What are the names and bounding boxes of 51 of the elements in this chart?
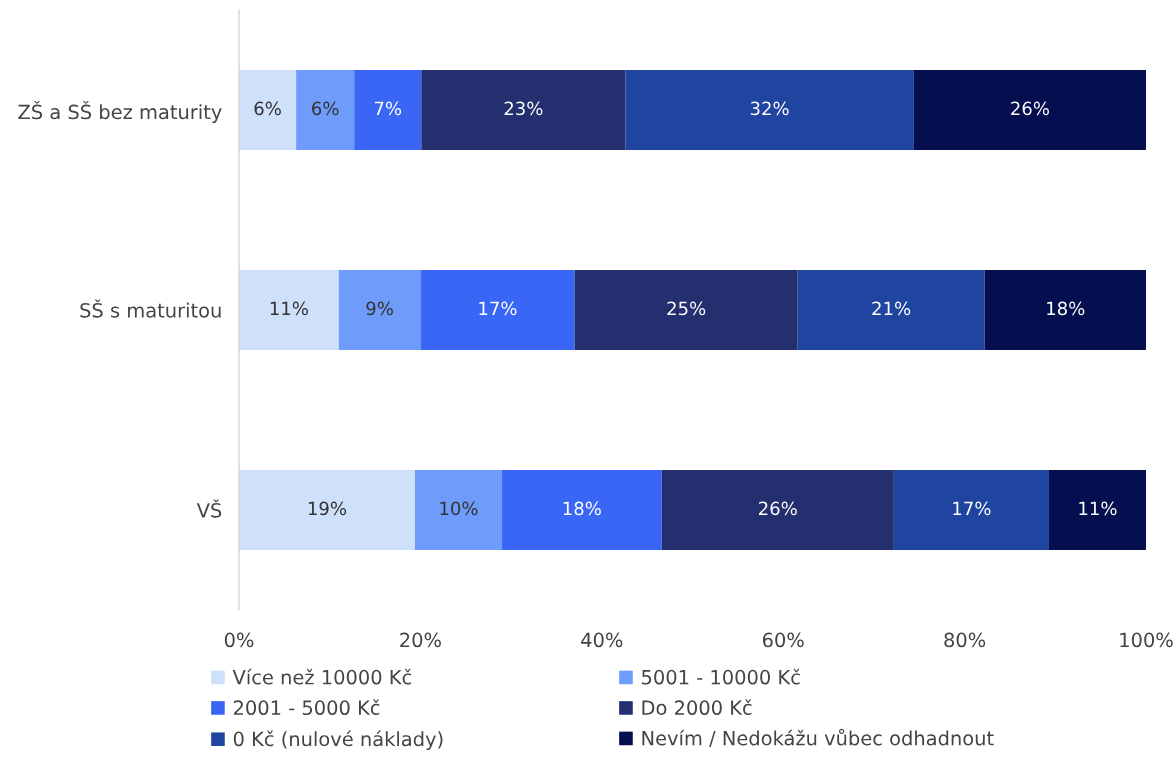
data-label: 17%	[479, 301, 517, 316]
bar	[421, 70, 626, 150]
x-tick-label: 100%	[1120, 632, 1173, 648]
y-tick-label: ZŠ a SŠ bez maturity	[18, 101, 222, 124]
legend-label: Do 2000 Kč	[642, 699, 752, 716]
data-label: 11%	[270, 301, 308, 316]
bar	[893, 470, 1049, 550]
legend-label: 2001 - 5000 Kč	[233, 699, 380, 716]
data-label: 11%	[1079, 501, 1117, 516]
bar	[239, 470, 415, 550]
legend-label: Nevím / Nedokážu vůbec odhadnout	[642, 728, 994, 748]
data-label: 9%	[366, 301, 393, 316]
data-label: 23%	[504, 101, 543, 116]
bar	[296, 70, 355, 150]
bar	[574, 270, 798, 350]
data-label: 19%	[308, 501, 347, 516]
bar	[984, 270, 1146, 350]
x-tick-label: 40%	[581, 632, 623, 648]
bar	[1048, 470, 1146, 550]
data-label: 6%	[254, 101, 281, 116]
data-label: 25%	[667, 301, 706, 316]
data-label: 21%	[872, 301, 911, 316]
legend-label: 5001 - 10000 Kč	[642, 668, 800, 685]
bar	[414, 470, 503, 550]
data-label: 18%	[563, 501, 601, 516]
data-label: 10%	[440, 501, 478, 516]
x-tick-label: 80%	[944, 632, 986, 648]
x-tick-label: 0%	[224, 632, 254, 648]
bar	[913, 70, 1146, 150]
bar	[661, 470, 894, 550]
y-tick-label: VŠ	[196, 499, 222, 518]
x-tick-label: 60%	[762, 632, 804, 648]
data-label: 17%	[953, 501, 991, 516]
data-label: 7%	[374, 101, 402, 116]
data-label: 26%	[1011, 101, 1049, 116]
y-tick-label: SŠ s maturitou	[80, 299, 221, 318]
x-tick-label: 20%	[400, 632, 441, 648]
bar	[502, 470, 662, 550]
bar	[239, 270, 339, 350]
data-label: 32%	[750, 101, 789, 116]
data-label: 26%	[759, 501, 797, 516]
data-label: 6%	[312, 101, 339, 116]
bar	[625, 70, 914, 150]
legend-label: 0 Kč (nulové náklady)	[233, 730, 443, 751]
bar	[797, 270, 985, 350]
data-label: 18%	[1047, 301, 1085, 316]
bar	[338, 270, 421, 350]
bar	[420, 270, 575, 350]
bar	[354, 70, 422, 150]
bar	[239, 70, 297, 150]
legend-label: Více než 10000 Kč	[232, 668, 412, 685]
